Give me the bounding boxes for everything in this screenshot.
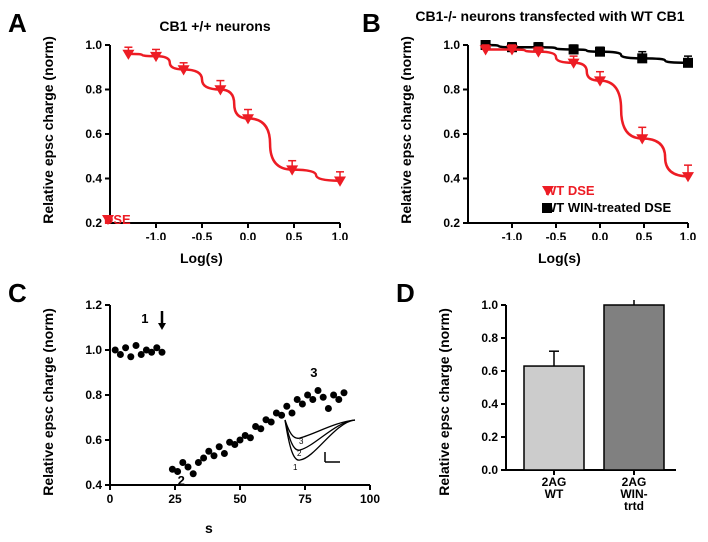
svg-text:1.0: 1.0 [85,40,102,52]
panel-d-ylabel: Relative epsc charge (norm) [436,302,452,502]
panel-c-label: C [8,278,27,309]
panel-a-label: A [8,8,27,39]
panel-b-ylabel: Relative epsc charge (norm) [398,30,414,230]
panel-a-ylabel: Relative epsc charge (norm) [40,30,56,230]
svg-text:1: 1 [141,311,148,326]
square-icon [540,201,556,215]
svg-text:0.6: 0.6 [443,127,460,141]
svg-text:0.5: 0.5 [636,230,653,240]
svg-text:0.8: 0.8 [443,83,460,97]
panel-a-xlabel: Log(s) [180,250,223,266]
panel-c-plot: 0 25 50 75 100 0.4 0.6 0.8 1.0 1.2 1 2 3 1 2 3 [80,300,390,510]
triangle-down-icon [540,184,556,198]
svg-text:0.2: 0.2 [443,216,460,230]
svg-text:0.4: 0.4 [443,172,460,186]
svg-text:0.2: 0.2 [481,430,498,444]
svg-text:1.0: 1.0 [85,343,102,357]
svg-text:1.0: 1.0 [332,230,349,240]
panel-a-legend: DSE [100,212,131,227]
svg-text:0.5: 0.5 [286,230,303,240]
svg-text:25: 25 [168,492,182,506]
svg-text:1.0: 1.0 [680,230,697,240]
svg-text:0: 0 [107,492,114,506]
svg-text:0.6: 0.6 [85,433,102,447]
svg-text:2: 2 [297,449,302,458]
svg-text:1: 1 [293,463,298,472]
panel-b-label: B [362,8,381,39]
panel-c-ylabel: Relative epsc charge (norm) [40,302,56,502]
panel-b-title: CB1-/- neurons transfected with WT CB1 [400,8,700,24]
panel-b-legend1: WT DSE [540,183,595,198]
panel-a-title: CB1 +/+ neurons [100,18,330,34]
panel-d-plot: 0.00.20.40.60.81.02AGWT*2AGWIN-trtd [476,300,696,510]
svg-text:2: 2 [178,473,185,488]
svg-text:0.8: 0.8 [481,331,498,345]
triangle-down-icon [100,213,116,227]
panel-b-legend2-label: WT WIN-treated DSE [544,200,671,215]
svg-text:WT: WT [545,487,564,501]
panel-a-plot: -1.0-0.50.00.51.00.20.40.60.81.0 [80,40,360,240]
panel-d-label: D [396,278,415,309]
svg-text:trtd: trtd [624,499,644,510]
svg-text:-0.5: -0.5 [546,230,567,240]
svg-text:-1.0: -1.0 [146,230,167,240]
figure-root: A B C D CB1 +/+ neurons CB1-/- neurons t… [0,0,708,542]
svg-text:0.4: 0.4 [481,397,498,411]
svg-text:0.0: 0.0 [592,230,609,240]
svg-text:0.8: 0.8 [85,388,102,402]
panel-b-xlabel: Log(s) [538,250,581,266]
svg-text:0.6: 0.6 [481,364,498,378]
svg-text:-1.0: -1.0 [502,230,523,240]
svg-text:75: 75 [298,492,312,506]
svg-text:0.4: 0.4 [85,478,102,492]
svg-text:0.0: 0.0 [240,230,257,240]
svg-text:50: 50 [233,492,247,506]
svg-text:-0.5: -0.5 [192,230,213,240]
svg-text:0.8: 0.8 [85,83,102,97]
svg-text:0.0: 0.0 [481,463,498,477]
svg-text:3: 3 [299,437,304,446]
panel-c-xlabel: s [205,520,213,536]
svg-text:1.0: 1.0 [443,40,460,52]
svg-text:1.0: 1.0 [481,300,498,312]
svg-text:0.4: 0.4 [85,172,102,186]
svg-text:3: 3 [310,365,317,380]
svg-text:100: 100 [360,492,380,506]
svg-text:1.2: 1.2 [85,300,102,312]
panel-b-legend2: WT WIN-treated DSE [540,200,671,215]
svg-text:0.6: 0.6 [85,127,102,141]
